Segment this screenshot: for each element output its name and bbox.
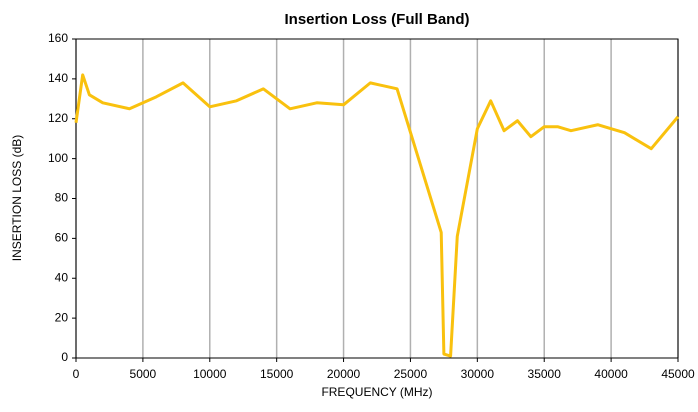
y-tick-label: 160 [48,31,68,45]
x-tick-label: 10000 [193,367,227,381]
x-axis-label: FREQUENCY (MHz) [321,385,432,399]
x-tick-label: 45000 [661,367,695,381]
y-tick-label: 0 [61,350,68,364]
x-tick-label: 40000 [594,367,628,381]
x-tick-label: 30000 [461,367,495,381]
y-tick-label: 60 [55,231,69,245]
y-tick-label: 120 [48,111,68,125]
chart-title: Insertion Loss (Full Band) [284,11,469,28]
y-tick-label: 140 [48,71,68,85]
y-tick-label: 80 [55,191,69,205]
x-tick-label: 0 [73,367,80,381]
x-tick-label: 15000 [260,367,294,381]
y-tick-label: 100 [48,151,68,165]
y-tick-label: 20 [55,310,69,324]
plot-frame [75,38,679,359]
y-axis-label: INSERTION LOSS (dB) [10,135,24,261]
x-tick-label: 20000 [327,367,361,381]
x-tick-label: 5000 [130,367,157,381]
x-tick-label: 35000 [528,367,562,381]
y-tick-label: 40 [55,270,69,284]
data-line [74,73,680,358]
x-tick-label: 25000 [394,367,428,381]
